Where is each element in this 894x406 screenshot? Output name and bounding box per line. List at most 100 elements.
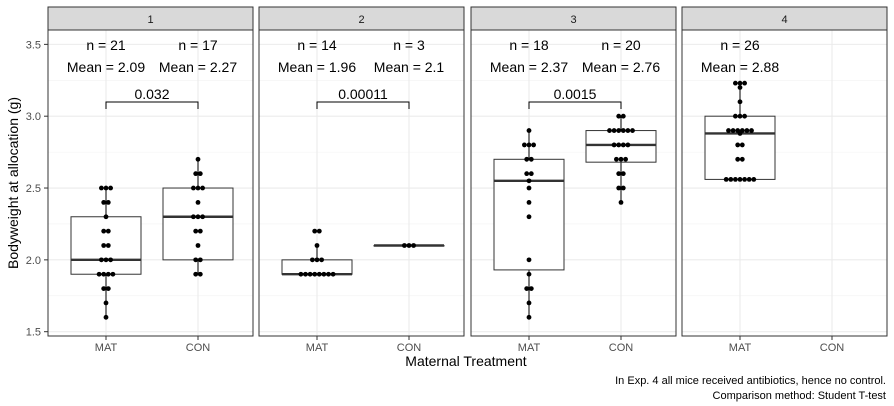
data-point: [524, 156, 530, 162]
data-point: [616, 142, 622, 148]
data-point: [101, 228, 107, 234]
box-group-mat: n = 18 Mean = 2.37: [490, 37, 568, 320]
data-point: [326, 271, 331, 277]
data-point: [616, 128, 622, 133]
data-point: [310, 257, 315, 263]
box-group-con: n = 17 Mean = 2.27: [159, 37, 237, 277]
data-point: [620, 142, 626, 148]
data-point: [193, 257, 199, 263]
data-point: [739, 142, 745, 148]
data-point: [607, 128, 612, 133]
y-tick-label: 3.0: [26, 111, 41, 123]
data-point: [195, 199, 201, 205]
data-point: [528, 156, 534, 162]
data-point: [735, 142, 741, 148]
data-point: [531, 142, 536, 148]
data-point: [730, 128, 736, 133]
data-point: [733, 113, 738, 119]
data-point: [620, 171, 626, 177]
data-point: [526, 178, 532, 184]
data-point: [620, 128, 626, 133]
data-point: [616, 113, 622, 119]
data-point: [620, 113, 626, 119]
mean-label: Mean = 2.37: [490, 59, 568, 75]
data-point: [105, 271, 111, 277]
data-point: [314, 257, 320, 263]
panel-border: [47, 29, 254, 337]
data-point: [746, 177, 752, 182]
x-axis-title: Maternal Treatment: [405, 353, 526, 369]
pvalue-bracket: [316, 101, 410, 109]
data-point: [735, 128, 741, 133]
pvalue-label: 0.00011: [338, 86, 388, 102]
x-tick-label: CON: [820, 342, 845, 354]
data-point: [316, 271, 322, 277]
data-point: [105, 199, 111, 205]
data-point: [526, 271, 532, 277]
pvalue-bracket: [105, 101, 199, 109]
data-point: [526, 142, 532, 148]
y-tick-label: 2.5: [26, 183, 41, 195]
data-point: [749, 128, 754, 133]
facet-strip-label: 1: [147, 14, 153, 26]
data-point: [526, 314, 532, 320]
y-tick-label: 3.5: [26, 39, 41, 51]
data-point: [197, 271, 203, 277]
data-point: [630, 128, 635, 133]
data-point: [411, 243, 416, 248]
data-point: [103, 185, 109, 191]
x-tick-label: CON: [186, 342, 211, 354]
data-point: [733, 177, 738, 182]
data-point: [742, 113, 747, 119]
box: [162, 187, 234, 261]
data-point: [620, 185, 626, 191]
data-point: [321, 271, 327, 277]
box: [704, 115, 776, 180]
data-point: [195, 185, 201, 191]
pvalue-bracket: [528, 101, 622, 109]
data-point: [195, 214, 201, 220]
mean-label: Mean = 1.96: [278, 59, 356, 75]
n-label: n = 18: [509, 37, 549, 53]
x-tick-label: MAT: [95, 342, 118, 354]
data-point: [110, 271, 116, 277]
data-point: [101, 286, 107, 291]
data-point: [526, 300, 532, 306]
data-point: [524, 171, 530, 177]
data-point: [298, 271, 304, 277]
data-point: [103, 214, 109, 220]
data-point: [406, 243, 412, 248]
box-group-mat: n = 26 Mean = 2.88: [701, 37, 779, 182]
data-point: [193, 171, 199, 177]
data-point: [526, 257, 532, 263]
data-point: [737, 85, 743, 90]
facet-strip-label: 4: [781, 14, 787, 26]
y-tick-label: 2.0: [26, 255, 41, 267]
y-axis: 1.5 2.0 2.5 3.0 3.5: [26, 39, 48, 339]
data-point: [105, 228, 111, 234]
n-label: n = 3: [393, 37, 425, 53]
n-label: n = 17: [178, 37, 218, 53]
panel-background: [48, 30, 253, 336]
n-label: n = 14: [297, 37, 337, 53]
x-tick-label: CON: [397, 342, 422, 354]
data-point: [526, 199, 532, 205]
data-point: [105, 286, 111, 291]
data-point: [744, 128, 750, 133]
data-point: [101, 243, 107, 248]
data-point: [611, 128, 617, 133]
data-point: [103, 300, 109, 306]
box-group-mat: n = 14 Mean = 1.96: [278, 37, 356, 277]
data-point: [303, 271, 308, 277]
data-point: [103, 257, 109, 263]
data-point: [723, 177, 729, 182]
data-point: [197, 228, 203, 234]
panel-border: [470, 29, 677, 337]
data-point: [739, 156, 745, 162]
data-point: [101, 199, 107, 205]
data-point: [625, 142, 631, 148]
data-point: [99, 185, 104, 191]
data-point: [103, 314, 109, 320]
x-tick-label: CON: [609, 342, 634, 354]
data-point: [737, 99, 743, 105]
